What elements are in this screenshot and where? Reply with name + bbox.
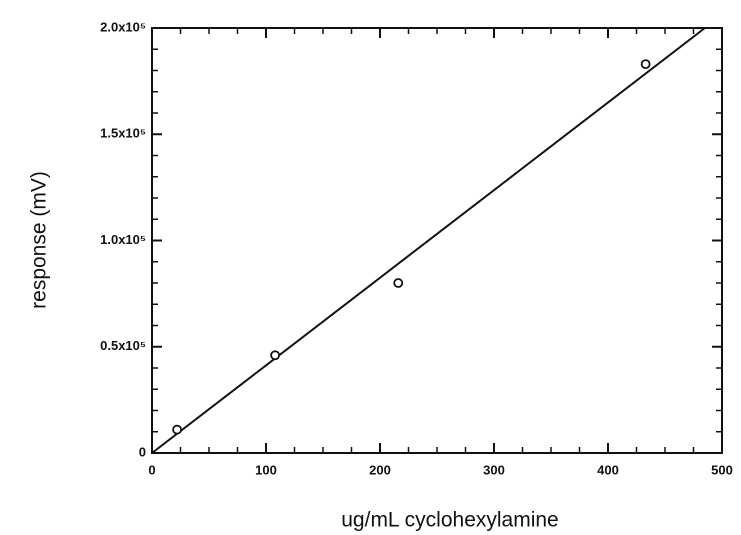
x-tick-label: 100 <box>255 462 277 477</box>
x-tick-label: 400 <box>597 462 619 477</box>
x-axis-label: ug/mL cyclohexylamine <box>341 509 559 532</box>
plot-frame <box>151 27 723 454</box>
data-point <box>270 350 281 361</box>
y-tick-label: 0 <box>139 444 146 459</box>
x-tick-label: 0 <box>148 462 155 477</box>
x-tick-label: 200 <box>369 462 391 477</box>
y-tick-label: 0.5x10⁵ <box>100 338 146 353</box>
data-point <box>172 424 182 435</box>
y-tick-label: 1.5x10⁵ <box>100 126 146 141</box>
data-point <box>393 278 404 288</box>
y-tick-label: 2.0x10⁵ <box>100 19 146 34</box>
x-tick-label: 300 <box>483 462 505 477</box>
y-tick-label: 1.0x10⁵ <box>100 232 146 247</box>
y-axis-label: response (mV) <box>28 171 51 309</box>
data-point <box>640 59 651 70</box>
x-tick-label: 500 <box>711 462 733 477</box>
fit-line <box>151 27 706 454</box>
